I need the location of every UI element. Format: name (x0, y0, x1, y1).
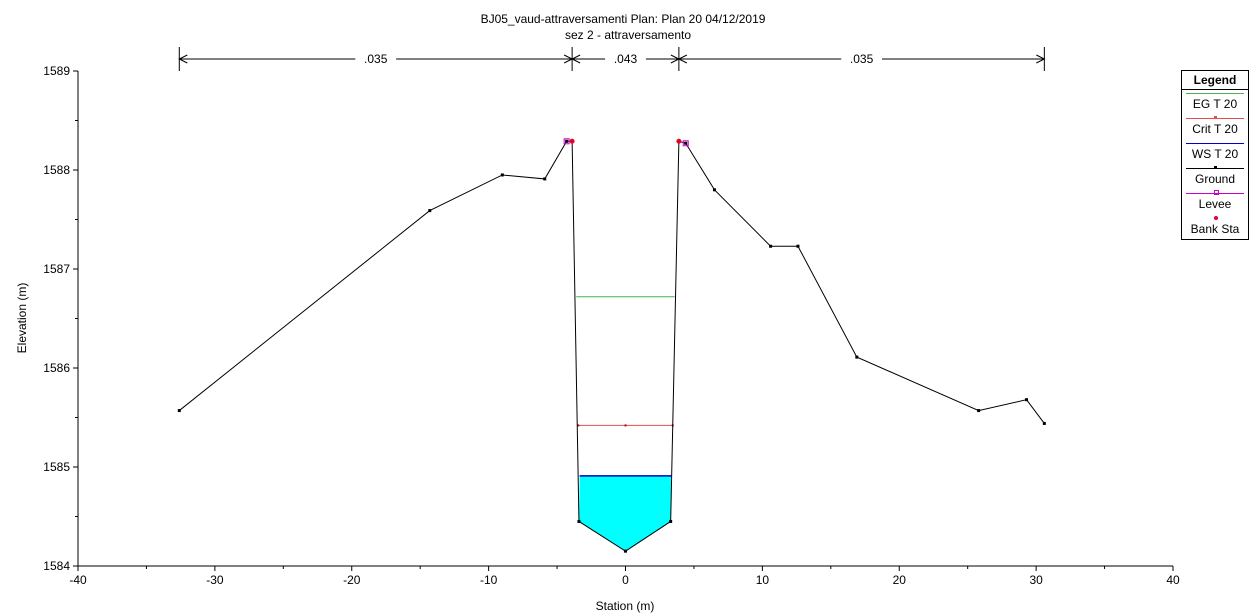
ground-point (855, 355, 859, 359)
ground-point (177, 409, 181, 413)
legend-label: Crit T 20 (1192, 122, 1238, 136)
y-tick-label: 1585 (43, 460, 70, 474)
crit-point (577, 424, 580, 427)
ground-point (543, 177, 547, 181)
legend-line-swatch (1186, 143, 1244, 144)
x-axis-label: Station (m) (596, 599, 655, 613)
legend-items: EG T 20 Crit T 20 WS T 20 Ground Levee Bank S… (1182, 90, 1248, 240)
ground-point (500, 173, 504, 177)
y-tick-label: 1584 (43, 559, 70, 573)
bank-sta-marker (676, 138, 682, 144)
legend-label: WS T 20 (1191, 147, 1239, 161)
x-tick-label: 20 (893, 573, 907, 587)
ground-point (769, 244, 773, 248)
ground-point (1042, 421, 1046, 425)
manning-arrow-left (571, 54, 581, 64)
ground-point (428, 209, 432, 213)
y-tick-label: 1589 (43, 64, 70, 78)
legend-line-swatch (1186, 93, 1244, 94)
y-tick-label: 1586 (43, 361, 70, 375)
legend-marker-swatch (1213, 216, 1218, 220)
y-tick-label: 1587 (43, 262, 70, 276)
chart-title: BJ05_vaud-attraversamenti Plan: Plan 20 … (481, 12, 766, 26)
x-tick-label: -20 (343, 573, 361, 587)
crit-point (624, 424, 627, 427)
ground-point (1025, 398, 1029, 402)
x-tick-label: 0 (622, 573, 629, 587)
chart-subtitle: sez 2 - attraversamento (565, 28, 691, 42)
x-tick-label: 40 (1166, 573, 1180, 587)
legend-marker-swatch (1213, 166, 1217, 169)
x-tick-label: 10 (756, 573, 770, 587)
levee-marker (682, 140, 689, 147)
legend-label: Ground (1194, 172, 1236, 186)
ground-point (796, 244, 800, 248)
x-tick-label: -30 (206, 573, 224, 587)
x-tick-label: 30 (1029, 573, 1043, 587)
legend-label: EG T 20 (1192, 97, 1238, 111)
bank-sta-marker (569, 138, 575, 144)
legend: Legend EG T 20 Crit T 20 WS T 20 Ground Leve… (1181, 70, 1249, 240)
ground-point (684, 141, 688, 145)
legend-item: Crit T 20 (1182, 115, 1248, 140)
y-axis-label: Elevation (m) (15, 283, 29, 354)
legend-line-swatch (1186, 193, 1244, 194)
legend-item: WS T 20 (1182, 140, 1248, 165)
manning-arrow-right (1036, 54, 1046, 64)
legend-item: Bank Sta (1182, 215, 1248, 240)
manning-n-label: .043 (614, 52, 638, 66)
ground-line (178, 140, 1045, 552)
ground-point (977, 409, 981, 413)
ground-point (577, 519, 581, 523)
manning-arrow-left (677, 54, 688, 64)
ground-point (669, 519, 673, 523)
legend-item: Ground (1182, 165, 1248, 190)
ground-point (712, 188, 716, 192)
manning-n-label: .035 (850, 52, 874, 66)
y-tick-label: 1588 (43, 163, 70, 177)
ground-point (565, 139, 569, 143)
legend-label: Levee (1198, 197, 1232, 211)
levee-marker (563, 138, 570, 145)
plot-area: -40 -30 -20 -10 0 10 20 30 40 1584 1585 1586 1587 158… (43, 47, 1180, 587)
ground-point (624, 549, 627, 553)
legend-marker-swatch (1213, 116, 1217, 119)
legend-item: EG T 20 (1182, 90, 1248, 115)
legend-label: Bank Sta (1190, 222, 1240, 236)
x-tick-label: -40 (69, 573, 87, 587)
water-fill (578, 475, 672, 552)
manning-n-label: .035 (364, 52, 388, 66)
legend-title: Legend (1182, 71, 1248, 90)
x-tick-label: -10 (480, 573, 498, 587)
legend-item: Levee (1182, 190, 1248, 215)
manning-arrow-left (178, 54, 188, 64)
legend-marker-swatch (1213, 190, 1219, 195)
